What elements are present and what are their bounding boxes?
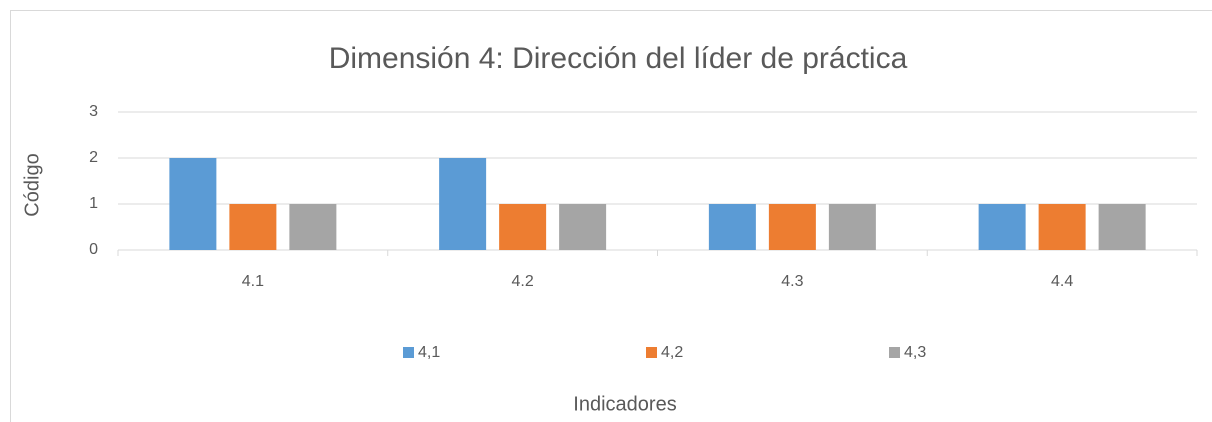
bar <box>1098 204 1146 250</box>
bar <box>768 204 816 250</box>
y-tick-label: 0 <box>89 241 98 258</box>
legend-label: 4,1 <box>418 344 440 361</box>
y-tick-label: 1 <box>89 195 98 212</box>
bar <box>439 158 487 250</box>
bar <box>1038 204 1086 250</box>
legend-swatch <box>889 347 900 358</box>
bar <box>169 158 217 250</box>
bar <box>499 204 547 250</box>
y-axis-label: Código <box>21 153 43 216</box>
x-tick-label: 4.4 <box>1051 273 1073 290</box>
bar <box>978 204 1026 250</box>
bar <box>229 204 277 250</box>
legend-swatch <box>646 347 657 358</box>
chart-title: Dimensión 4: Dirección del líder de prác… <box>329 42 908 75</box>
legend-label: 4,2 <box>661 344 683 361</box>
bar <box>828 204 876 250</box>
x-tick-label: 4.3 <box>781 273 803 290</box>
legend-label: 4,3 <box>904 344 926 361</box>
bar <box>708 204 756 250</box>
bar <box>559 204 607 250</box>
bar <box>289 204 337 250</box>
y-tick-label: 2 <box>89 149 98 166</box>
legend-swatch <box>403 347 414 358</box>
x-tick-label: 4.2 <box>512 273 534 290</box>
x-tick-label: 4.1 <box>242 273 264 290</box>
x-axis-label: Indicadores <box>573 393 676 415</box>
y-tick-label: 3 <box>89 103 98 120</box>
